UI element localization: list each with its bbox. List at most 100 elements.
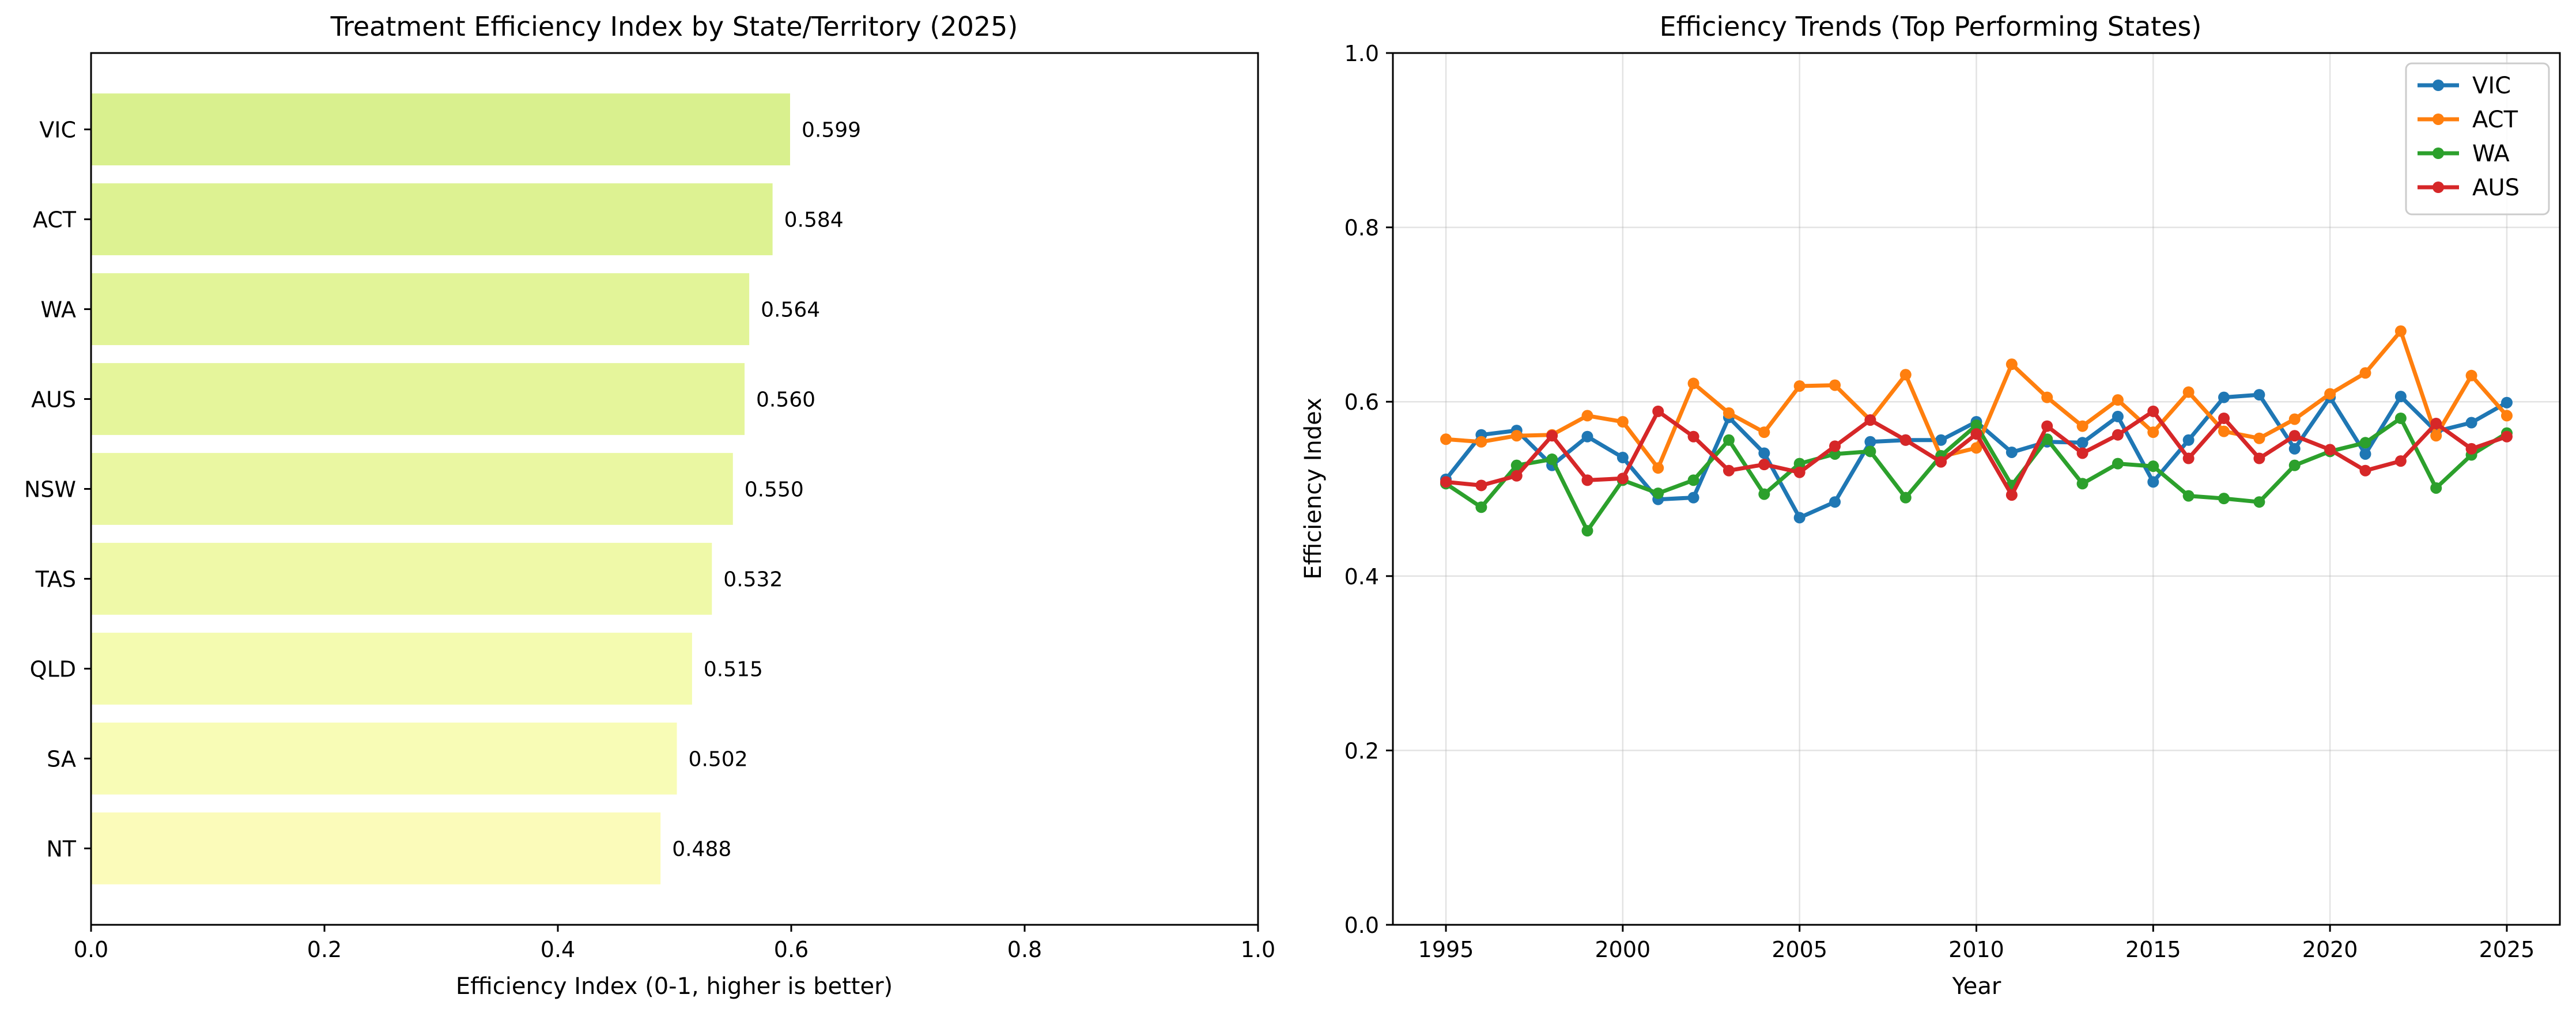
data-point-act <box>2076 420 2088 432</box>
data-point-aus <box>2076 447 2088 459</box>
data-point-wa <box>2182 490 2194 502</box>
data-point-wa <box>1475 501 1487 513</box>
bar-value-label: 0.515 <box>704 657 763 681</box>
x-tick-label: 0.6 <box>774 937 809 962</box>
bar-chart-x-axis-label: Efficiency Index (0-1, higher is better) <box>456 973 893 1000</box>
bar-nt <box>91 812 661 884</box>
data-point-aus <box>2465 443 2477 455</box>
data-point-act <box>2253 432 2265 444</box>
line-series-group <box>1440 325 2513 537</box>
data-point-wa <box>1723 434 1735 446</box>
data-point-act <box>2430 430 2442 442</box>
bar-vic <box>91 93 790 165</box>
data-point-wa <box>2430 482 2442 494</box>
bar-act <box>91 183 773 255</box>
y-tick-label: 0.4 <box>1344 564 1379 589</box>
line-chart-frame <box>1392 52 2561 926</box>
bar-chart-y-ticks: VIC ACT WA AUS NSW TAS QLD SA NT <box>24 118 91 861</box>
data-point-act <box>1440 433 1452 445</box>
data-point-aus <box>2182 452 2194 464</box>
data-point-wa <box>1864 445 1876 458</box>
data-point-aus <box>1935 456 1947 468</box>
data-point-vic <box>1935 434 1947 446</box>
data-point-vic <box>2218 391 2230 403</box>
data-point-wa <box>1970 419 1982 432</box>
data-point-vic <box>1758 447 1770 459</box>
data-point-wa <box>2253 496 2265 508</box>
bar-value-label: 0.550 <box>745 478 804 502</box>
x-tick-label: 2010 <box>1948 937 2004 962</box>
y-tick-label: VIC <box>39 118 76 143</box>
data-point-vic <box>2394 391 2407 403</box>
y-tick-label: 0.0 <box>1344 913 1379 938</box>
bar-chart-x-ticks: 0.0 0.2 0.4 0.6 0.8 1.0 <box>74 925 1275 962</box>
data-point-aus <box>2394 455 2407 467</box>
data-point-aus <box>1970 428 1982 440</box>
x-tick-label: 0.8 <box>1007 937 1042 962</box>
data-point-vic <box>1864 436 1876 448</box>
legend-label: VIC <box>2472 73 2511 99</box>
data-point-act <box>2288 413 2301 425</box>
bar-chart-title: Treatment Efficiency Index by State/Terr… <box>330 11 1018 42</box>
data-point-act <box>1581 410 1593 422</box>
data-point-aus <box>2218 412 2230 424</box>
data-point-aus <box>2430 418 2442 430</box>
data-point-vic <box>2288 443 2301 455</box>
y-tick-label: WA <box>41 297 77 323</box>
data-point-act <box>2041 391 2053 403</box>
legend-box <box>2405 62 2550 216</box>
data-point-aus <box>1758 459 1770 471</box>
data-point-wa <box>1899 492 1912 504</box>
legend-label: AUS <box>2472 175 2520 201</box>
bar-value-label: 0.488 <box>672 837 731 861</box>
y-tick-label: SA <box>47 746 76 772</box>
legend-swatch-marker <box>2433 148 2444 159</box>
data-point-act <box>1899 369 1912 381</box>
line-chart-panel: Efficiency Trends (Top Performing States… <box>1300 11 2561 1000</box>
data-point-aus <box>1687 430 1699 443</box>
y-tick-label: 0.2 <box>1344 738 1379 763</box>
bar-value-label: 0.584 <box>784 209 844 232</box>
data-point-aus <box>1546 430 1558 442</box>
data-point-aus <box>1440 476 1452 488</box>
data-point-wa <box>2112 458 2124 470</box>
bar-sa <box>91 723 677 795</box>
data-point-aus <box>1864 414 1876 426</box>
bar-wa <box>91 273 750 345</box>
legend-swatch-marker <box>2433 80 2444 91</box>
bar-chart-panel: Treatment Efficiency Index by State/Terr… <box>24 11 1275 1000</box>
data-point-act <box>1793 380 1806 392</box>
x-tick-label: 0.2 <box>307 937 342 962</box>
bar-group: 0.599 0.584 0.564 0.560 0.550 0.532 0.515 0.502… <box>91 93 861 884</box>
data-point-aus <box>2005 489 2018 501</box>
y-tick-label: QLD <box>30 656 76 682</box>
x-tick-label: 0.0 <box>74 937 108 962</box>
bar-nsw <box>91 453 733 525</box>
x-tick-label: 2025 <box>2479 937 2535 962</box>
data-point-vic <box>2253 389 2265 401</box>
y-tick-label: 0.6 <box>1344 390 1379 415</box>
data-point-act <box>2182 386 2194 398</box>
bar-tas <box>91 543 712 615</box>
data-point-vic <box>2147 476 2159 488</box>
data-point-act <box>2465 369 2477 381</box>
data-point-act <box>2112 394 2124 406</box>
data-point-aus <box>1723 464 1735 477</box>
data-point-aus <box>1581 474 1593 486</box>
legend-label: WA <box>2472 141 2510 167</box>
data-point-act <box>1475 436 1487 448</box>
bar-value-label: 0.599 <box>802 119 861 142</box>
data-point-wa <box>2359 437 2371 449</box>
data-point-act <box>1829 379 1841 391</box>
data-point-vic <box>2465 417 2477 429</box>
data-point-aus <box>2324 444 2336 456</box>
y-tick-label: 1.0 <box>1344 41 1379 66</box>
data-point-act <box>1510 430 1523 442</box>
data-point-act <box>2501 410 2513 422</box>
data-point-wa <box>2076 478 2088 490</box>
line-chart-x-axis-label: Year <box>1952 973 2001 1000</box>
data-point-act <box>1970 442 1982 454</box>
data-point-act <box>1758 426 1770 438</box>
x-tick-label: 1.0 <box>1241 937 1275 962</box>
bar-value-label: 0.564 <box>761 298 820 322</box>
